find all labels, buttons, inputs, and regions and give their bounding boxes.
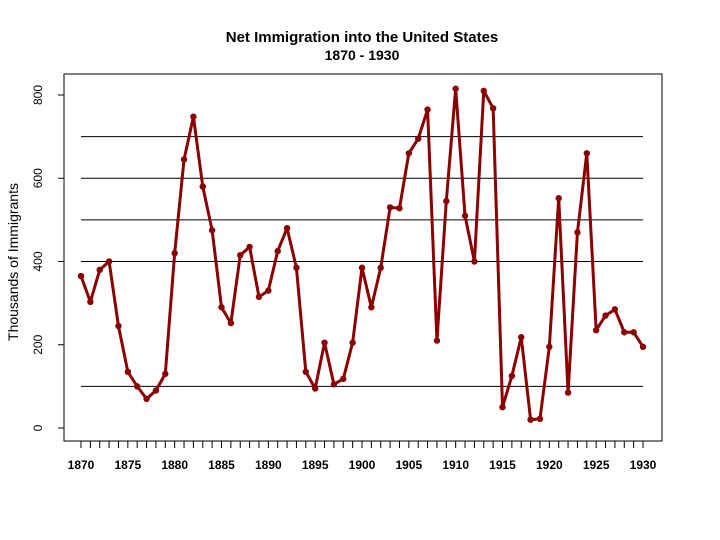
data-point-1886 (227, 319, 235, 327)
chart-title: Net Immigration into the United States (226, 29, 499, 46)
data-point-1925 (592, 326, 600, 334)
data-point-1910 (452, 85, 459, 92)
data-point-1893 (293, 264, 300, 271)
data-point-1918 (527, 416, 534, 423)
data-point-1883 (199, 183, 206, 190)
x-tick-label-1890: 1890 (255, 458, 282, 472)
data-point-1899 (349, 339, 356, 346)
data-point-1882 (190, 113, 197, 120)
data-point-1898 (340, 375, 347, 383)
data-point-1873 (105, 258, 113, 265)
x-tick-label-1900: 1900 (349, 458, 376, 472)
data-point-1930 (639, 343, 647, 351)
data-point-1880 (171, 249, 178, 257)
y-axis-title: Thousands of Immigrants (5, 183, 21, 341)
data-point-1921 (555, 195, 562, 202)
x-axis: 1870 1875 1880 1885 1890 1895 1900 1905 1910 1915… (68, 441, 657, 472)
data-point-1904 (396, 205, 403, 212)
data-point-1876 (134, 383, 141, 390)
data-point-1870 (77, 272, 85, 280)
data-point-1892 (283, 225, 291, 232)
data-point-1901 (368, 304, 375, 311)
y-tick-label-800: 800 (31, 85, 45, 105)
x-tick-label-1910: 1910 (442, 458, 469, 472)
data-point-1881 (180, 156, 188, 163)
data-point-1879 (162, 370, 169, 378)
data-point-1885 (218, 304, 225, 311)
data-point-1877 (143, 395, 150, 403)
reference-lines (81, 136, 643, 387)
data-point-1890 (265, 287, 272, 294)
data-point-1908 (433, 337, 441, 344)
data-point-1917 (518, 334, 525, 341)
x-tick-label-1885: 1885 (208, 458, 235, 472)
data-point-1914 (489, 105, 497, 112)
data-point-1929 (630, 329, 637, 336)
data-point-1927 (611, 306, 619, 313)
data-point-1874 (115, 322, 122, 330)
data-point-1924 (583, 150, 590, 157)
x-tick-label-1920: 1920 (536, 458, 563, 472)
data-point-1895 (311, 385, 319, 392)
data-point-1919 (536, 415, 544, 423)
data-point-1896 (321, 339, 328, 346)
data-point-1913 (480, 87, 487, 95)
data-point-1911 (461, 212, 469, 219)
y-tick-label-600: 600 (31, 168, 45, 188)
data-point-1872 (96, 266, 103, 274)
data-point-1916 (508, 372, 516, 380)
x-tick-label-1925: 1925 (583, 458, 610, 472)
data-point-1888 (246, 243, 253, 251)
data-point-1928 (621, 329, 628, 336)
y-axis: 0 200 400 600 800 (31, 85, 65, 431)
data-point-1894 (302, 368, 309, 376)
x-tick-label-1880: 1880 (161, 458, 188, 472)
data-point-1912 (471, 258, 478, 265)
data-point-1900 (358, 264, 366, 271)
data-series (77, 85, 647, 423)
series-line-0 (79, 87, 645, 422)
data-point-1891 (274, 247, 281, 255)
x-tick-label-1905: 1905 (395, 458, 422, 472)
data-point-1903 (386, 204, 394, 211)
data-point-1909 (443, 197, 450, 205)
data-point-1889 (255, 293, 263, 301)
data-point-1875 (124, 368, 132, 376)
x-tick-label-1870: 1870 (68, 458, 95, 472)
y-tick-label-200: 200 (31, 334, 45, 354)
data-point-1878 (152, 387, 160, 394)
data-point-1922 (564, 389, 572, 396)
data-point-1884 (208, 227, 216, 234)
data-point-1897 (330, 381, 338, 388)
data-point-1907 (424, 106, 431, 113)
x-tick-label-1895: 1895 (302, 458, 329, 472)
x-tick-label-1875: 1875 (114, 458, 141, 472)
y-tick-label-0: 0 (31, 424, 45, 431)
data-point-1906 (415, 135, 422, 142)
data-point-1902 (377, 264, 384, 271)
data-point-1905 (405, 150, 413, 157)
data-point-1926 (602, 312, 609, 319)
data-point-1915 (499, 403, 506, 411)
data-point-1887 (237, 252, 244, 259)
y-tick-label-400: 400 (31, 251, 45, 271)
data-point-1920 (546, 343, 553, 351)
chart-subtitle: 1870 - 1930 (325, 47, 400, 63)
x-tick-label-1930: 1930 (630, 458, 657, 472)
data-point-1923 (574, 229, 581, 236)
x-tick-label-1915: 1915 (489, 458, 516, 472)
data-point-1871 (87, 298, 94, 306)
